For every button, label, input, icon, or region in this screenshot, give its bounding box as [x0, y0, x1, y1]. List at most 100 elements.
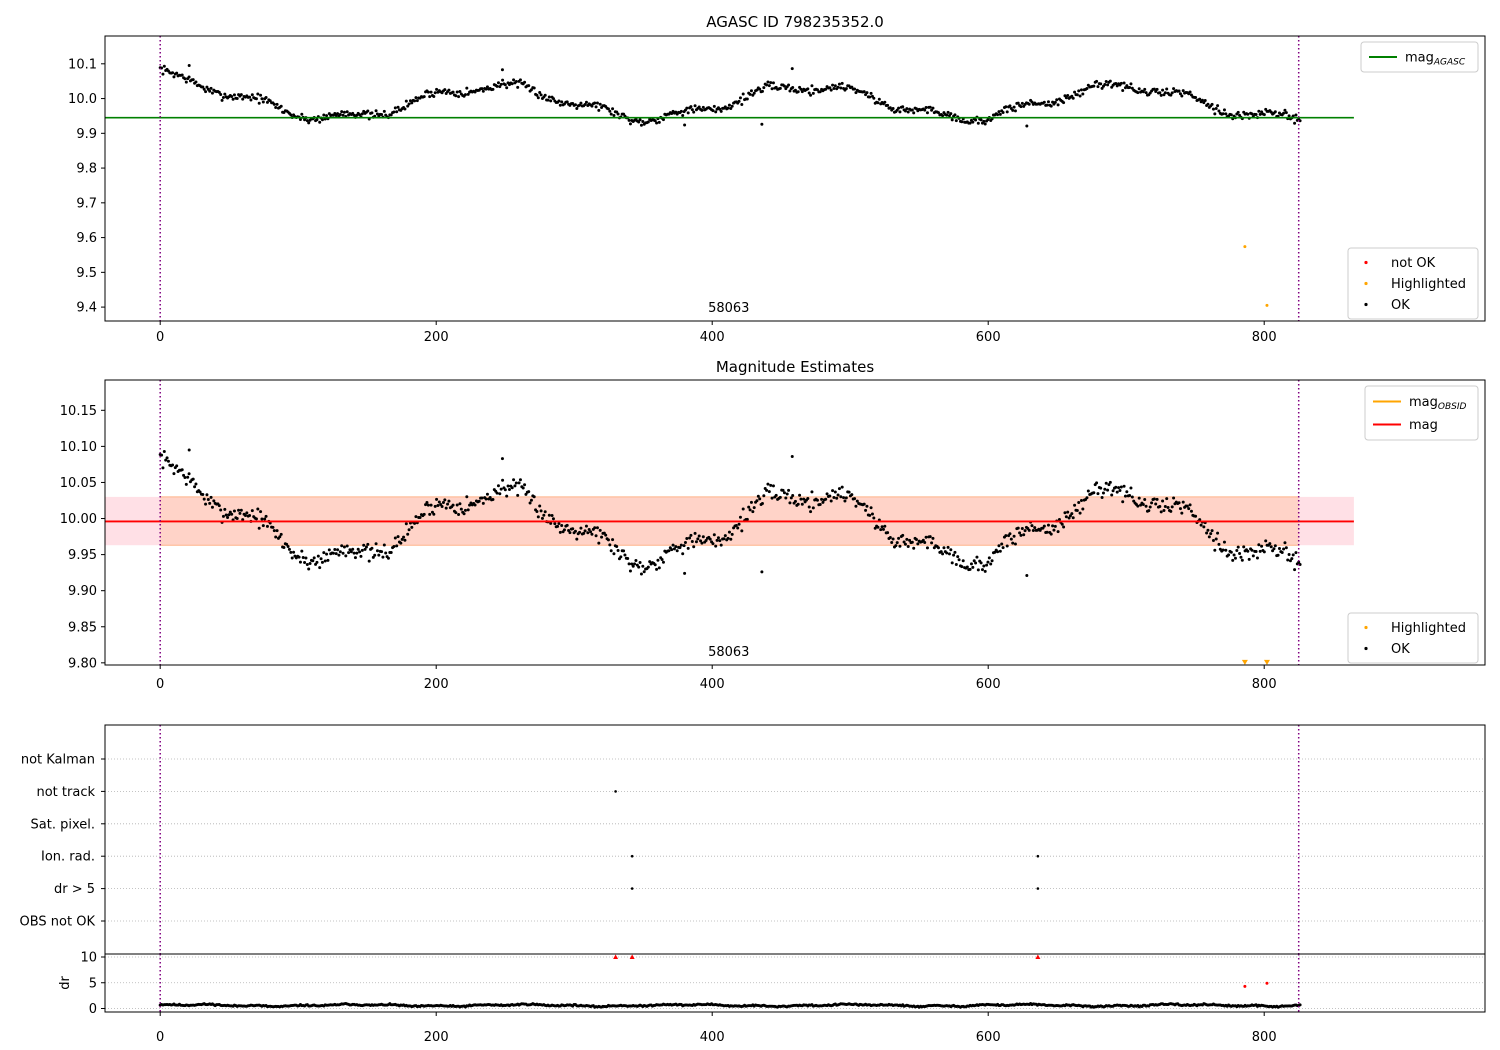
- data-point: [762, 86, 766, 90]
- data-point: [862, 90, 866, 94]
- data-point: [634, 559, 638, 563]
- flag-category-label: not track: [36, 785, 95, 800]
- data-point: [573, 103, 577, 107]
- data-point: [758, 497, 762, 501]
- data-point: [1284, 546, 1288, 550]
- data-point: [406, 104, 410, 108]
- data-point: [626, 557, 630, 561]
- data-point: [334, 552, 338, 556]
- data-point: [238, 511, 242, 515]
- data-point: [457, 512, 461, 516]
- data-point: [685, 106, 689, 110]
- data-point: [730, 104, 734, 108]
- data-point: [646, 565, 650, 569]
- data-point: [403, 107, 407, 111]
- data-point: [553, 522, 557, 526]
- data-point: [424, 503, 428, 507]
- data-point: [342, 545, 346, 549]
- data-point: [184, 80, 188, 84]
- data-point: [910, 540, 914, 544]
- data-point: [800, 90, 804, 94]
- data-point: [912, 111, 916, 115]
- data-point: [265, 100, 269, 104]
- data-point: [382, 109, 386, 113]
- data-point: [575, 537, 579, 541]
- data-point: [477, 499, 481, 503]
- data-point: [1147, 509, 1151, 513]
- data-point: [556, 524, 560, 528]
- data-point: [749, 89, 753, 93]
- data-point: [562, 528, 566, 532]
- data-point: [184, 482, 188, 486]
- data-point: [180, 73, 184, 77]
- data-point: [850, 493, 854, 497]
- flag-point: [614, 790, 617, 793]
- data-point: [587, 528, 591, 532]
- data-point: [782, 491, 786, 495]
- data-point: [693, 104, 697, 108]
- data-point: [316, 554, 320, 558]
- data-point: [1231, 558, 1235, 562]
- data-point: [960, 120, 964, 124]
- data-point: [661, 560, 665, 564]
- data-point: [898, 110, 902, 114]
- y-tick-label: 10.05: [60, 476, 97, 491]
- data-point: [736, 526, 740, 530]
- data-point: [683, 571, 687, 575]
- data-point: [400, 537, 404, 541]
- data-point: [318, 120, 322, 124]
- data-point: [790, 67, 794, 71]
- flag-category-label: Sat. pixel.: [31, 817, 95, 832]
- data-point: [983, 122, 987, 126]
- data-point: [1016, 101, 1020, 105]
- data-point: [303, 118, 307, 122]
- data-point: [362, 543, 366, 547]
- legend-label: OK: [1391, 642, 1410, 657]
- data-point: [202, 497, 206, 501]
- data-point: [527, 490, 531, 494]
- data-point: [715, 538, 719, 542]
- data-point: [506, 484, 510, 488]
- data-point: [815, 498, 819, 502]
- data-point: [292, 550, 296, 554]
- data-point: [1067, 516, 1071, 520]
- data-point: [1177, 89, 1181, 93]
- data-point: [788, 89, 792, 93]
- data-point: [809, 510, 813, 514]
- data-point: [1008, 532, 1012, 536]
- data-point: [1216, 104, 1220, 108]
- data-point: [1104, 481, 1108, 485]
- data-point: [529, 498, 533, 502]
- x-tick-label: 0: [156, 1030, 164, 1045]
- data-point: [891, 106, 895, 110]
- data-point: [538, 91, 542, 95]
- data-point: [683, 541, 687, 545]
- data-point: [965, 565, 969, 569]
- data-point: [972, 559, 976, 563]
- data-point: [1254, 550, 1258, 554]
- data-point: [311, 559, 315, 563]
- data-point: [1045, 530, 1049, 534]
- data-point: [1155, 87, 1159, 91]
- data-point: [279, 532, 283, 536]
- data-point: [265, 524, 269, 528]
- data-point: [201, 85, 205, 89]
- data-point: [923, 540, 927, 544]
- data-point: [679, 543, 683, 547]
- data-point: [1155, 497, 1159, 501]
- data-point: [495, 491, 499, 495]
- data-point: [767, 84, 771, 88]
- data-point: [905, 107, 909, 111]
- data-point: [730, 532, 734, 536]
- data-point: [741, 92, 745, 96]
- data-point: [682, 544, 686, 548]
- data-point: [833, 84, 837, 88]
- data-point: [679, 109, 683, 113]
- data-point: [770, 87, 774, 91]
- data-point: [194, 80, 198, 84]
- data-point: [254, 97, 258, 101]
- data-point: [594, 105, 598, 109]
- data-point: [447, 88, 451, 92]
- data-point: [473, 503, 477, 507]
- data-point: [1268, 542, 1272, 546]
